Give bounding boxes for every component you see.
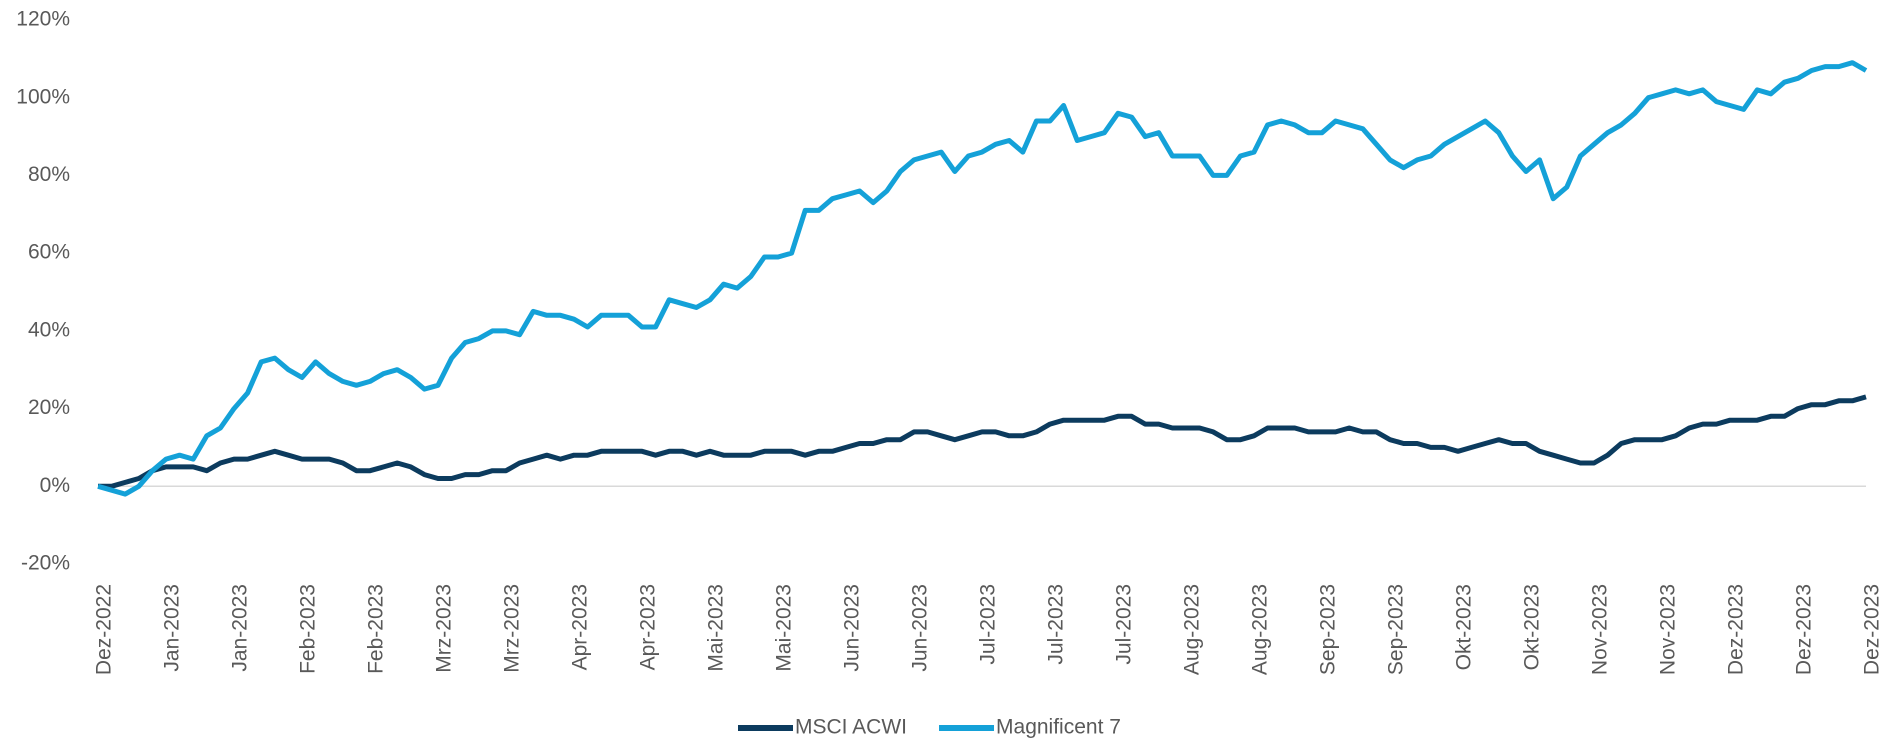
legend-label: Magnificent 7 bbox=[996, 716, 1121, 739]
series-line bbox=[97, 60, 1868, 497]
x-tick-label: Aug-2023 bbox=[1181, 584, 1204, 675]
y-tick-label: 40% bbox=[28, 318, 70, 341]
x-tick-label: Jul-2023 bbox=[1113, 584, 1136, 665]
x-tick-label: Nov-2023 bbox=[1657, 584, 1680, 675]
y-tick-label: 120% bbox=[16, 8, 70, 31]
x-tick-label: Sep-2023 bbox=[1385, 584, 1408, 675]
y-tick-label: -20% bbox=[21, 552, 70, 575]
x-tick-label: Apr-2023 bbox=[569, 584, 592, 670]
x-tick-label: Aug-2023 bbox=[1249, 584, 1272, 675]
x-tick-label: Dez-2022 bbox=[93, 584, 116, 675]
x-tick-label: Dez-2023 bbox=[1793, 584, 1816, 675]
x-tick-label: Jan-2023 bbox=[229, 584, 252, 672]
x-tick-label: Okt-2023 bbox=[1453, 584, 1476, 670]
x-tick-label: Jun-2023 bbox=[909, 584, 932, 672]
y-tick-label: 100% bbox=[16, 85, 70, 108]
x-tick-label: Dez-2023 bbox=[1861, 584, 1884, 675]
x-tick-label: Feb-2023 bbox=[297, 584, 320, 674]
x-tick-label: Jul-2023 bbox=[1045, 584, 1068, 665]
x-tick-label: Okt-2023 bbox=[1521, 584, 1544, 670]
x-tick-label: Nov-2023 bbox=[1589, 584, 1612, 675]
x-tick-label: Sep-2023 bbox=[1317, 584, 1340, 675]
y-tick-label: 60% bbox=[28, 241, 70, 264]
x-tick-label: Feb-2023 bbox=[365, 584, 388, 674]
legend-label: MSCI ACWI bbox=[795, 716, 907, 739]
x-tick-label: Jul-2023 bbox=[977, 584, 1000, 665]
y-tick-label: 80% bbox=[28, 163, 70, 186]
x-tick-label: Mai-2023 bbox=[705, 584, 728, 672]
x-tick-label: Mrz-2023 bbox=[501, 584, 524, 673]
y-tick-label: 20% bbox=[28, 396, 70, 419]
x-tick-label: Mrz-2023 bbox=[433, 584, 456, 673]
x-tick-label: Apr-2023 bbox=[637, 584, 660, 670]
y-tick-label: 0% bbox=[40, 474, 70, 497]
series-line bbox=[98, 394, 1867, 489]
x-tick-label: Jun-2023 bbox=[841, 584, 864, 672]
x-tick-label: Dez-2023 bbox=[1725, 584, 1748, 675]
x-tick-label: Jan-2023 bbox=[161, 584, 184, 672]
x-tick-label: Mai-2023 bbox=[773, 584, 796, 672]
